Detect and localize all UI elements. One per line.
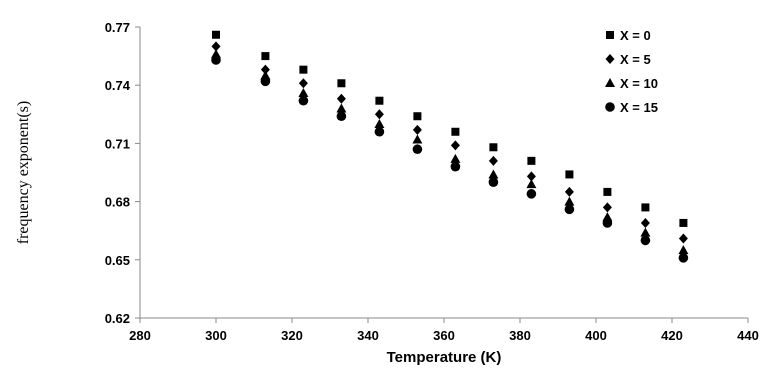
x-tick-label: 320 bbox=[281, 328, 303, 343]
y-tick-label: 0.77 bbox=[105, 20, 130, 35]
x-tick-label: 440 bbox=[737, 328, 759, 343]
data-point bbox=[565, 170, 574, 179]
data-point bbox=[211, 41, 221, 52]
data-point bbox=[211, 55, 221, 65]
y-axis-label: frequency exponent(s) bbox=[15, 101, 32, 245]
data-point bbox=[212, 30, 220, 39]
data-point bbox=[451, 127, 460, 136]
legend-label: X = 5 bbox=[620, 52, 651, 67]
data-point bbox=[375, 96, 384, 105]
series-triangle bbox=[211, 49, 689, 255]
x-tick-label: 300 bbox=[205, 328, 227, 343]
data-point bbox=[564, 186, 574, 197]
legend-label: X = 15 bbox=[620, 100, 658, 115]
data-point bbox=[678, 253, 689, 263]
data-point bbox=[450, 153, 461, 163]
data-point bbox=[336, 111, 347, 122]
data-point bbox=[412, 134, 423, 144]
series-diamond bbox=[211, 41, 688, 244]
data-point bbox=[374, 109, 384, 120]
data-point bbox=[374, 119, 385, 128]
data-point bbox=[640, 235, 651, 246]
y-tick-label: 0.74 bbox=[105, 78, 131, 93]
data-point bbox=[413, 112, 422, 121]
data-point bbox=[678, 245, 689, 255]
legend: X = 0 X = 5 X = 10 X = 15 bbox=[605, 28, 658, 115]
data-point bbox=[564, 196, 575, 206]
y-tick-label: 0.71 bbox=[105, 136, 130, 151]
data-point bbox=[260, 64, 270, 75]
data-point bbox=[526, 189, 537, 199]
legend-marker-square bbox=[606, 31, 614, 39]
data-point bbox=[488, 177, 499, 187]
data-point bbox=[641, 203, 650, 212]
y-tick-label: 0.65 bbox=[105, 253, 130, 268]
data-point bbox=[603, 187, 612, 196]
data-point bbox=[450, 161, 461, 172]
data-point bbox=[298, 95, 309, 106]
data-point bbox=[298, 87, 309, 97]
data-point bbox=[261, 52, 270, 61]
data-point bbox=[526, 171, 536, 182]
x-tick-label: 360 bbox=[433, 328, 455, 343]
data-point bbox=[678, 233, 688, 244]
data-point bbox=[640, 227, 651, 237]
data-point bbox=[374, 126, 385, 137]
data-point bbox=[602, 218, 613, 228]
data-point bbox=[336, 93, 346, 104]
data-marks bbox=[211, 30, 689, 263]
data-point bbox=[450, 140, 460, 151]
ticks: 0.62 0.65 0.68 0.71 0.74 0.77 280 300 320 340 360 3… bbox=[105, 20, 759, 343]
x-tick-label: 400 bbox=[585, 328, 607, 343]
x-tick-label: 280 bbox=[129, 328, 151, 343]
legend-marker-triangle bbox=[605, 78, 615, 87]
data-point bbox=[564, 204, 575, 215]
data-point bbox=[640, 217, 650, 228]
legend-label: X = 0 bbox=[620, 28, 651, 43]
series-square bbox=[212, 30, 688, 227]
data-point bbox=[488, 155, 498, 166]
data-point bbox=[337, 79, 346, 88]
data-point bbox=[602, 202, 612, 213]
data-point bbox=[412, 144, 423, 155]
y-tick-label: 0.68 bbox=[105, 195, 130, 210]
legend-marker-diamond bbox=[605, 54, 615, 64]
data-point bbox=[488, 169, 499, 179]
legend-marker-circle bbox=[605, 102, 615, 112]
series-circle bbox=[211, 55, 689, 263]
x-tick-label: 380 bbox=[509, 328, 531, 343]
data-point bbox=[260, 76, 271, 87]
x-tick-label: 420 bbox=[661, 328, 683, 343]
data-point bbox=[526, 179, 537, 189]
data-point bbox=[299, 65, 308, 74]
data-point bbox=[298, 78, 308, 89]
data-point bbox=[679, 218, 688, 227]
data-point bbox=[527, 156, 536, 165]
data-point bbox=[336, 103, 347, 113]
legend-label: X = 10 bbox=[620, 76, 658, 91]
y-tick-label: 0.62 bbox=[105, 311, 130, 326]
x-axis-label: Temperature (K) bbox=[387, 349, 502, 366]
x-tick-label: 340 bbox=[357, 328, 379, 343]
axes bbox=[139, 27, 748, 319]
data-point bbox=[412, 124, 422, 135]
data-point bbox=[489, 143, 498, 152]
